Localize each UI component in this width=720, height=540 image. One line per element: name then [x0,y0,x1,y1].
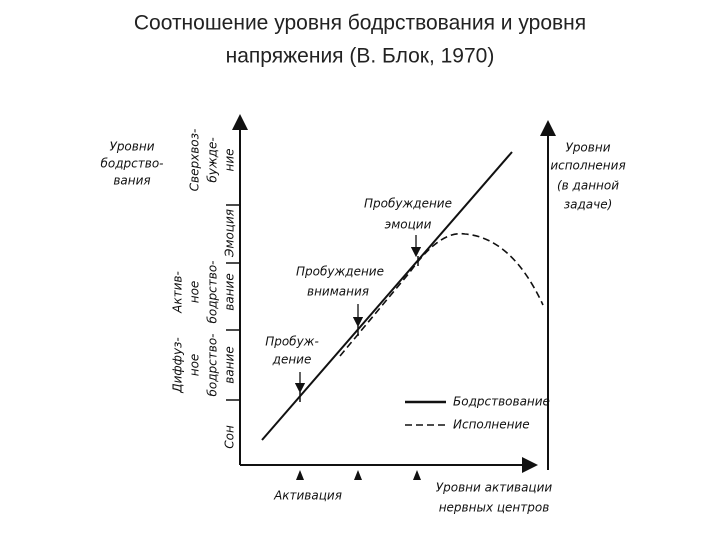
axis-label: бодрство- [101,157,164,171]
x-axis-label: Активация [273,489,342,503]
level-label: Актив- [171,271,185,314]
level-label: бодрство- [206,334,220,397]
axis-label: Уровни [110,140,155,154]
annotation: Пробуж- [265,335,319,349]
axis-label: (в данной [557,179,619,193]
title: Соотношение уровня бодрствования и уровн… [134,12,586,35]
axis-label: исполнения [550,159,625,173]
annotation-arrows [294,235,422,394]
axis-label: задаче) [564,198,613,212]
level-label: ное [188,354,202,377]
annotation: Пробуждение [296,265,384,279]
axis-label: вания [113,174,150,188]
level-label: Эмоция [223,209,237,258]
annotation: эмоции [385,218,432,232]
legend-label: Бодрствование [453,395,550,409]
curve-ticks [299,256,419,402]
x-markers [296,470,421,480]
title: напряжения (В. Блок, 1970) [226,45,495,68]
x-axis-title: Уровни активации [436,481,553,495]
axis-label: Уровни [566,141,611,155]
level-label: Сон [223,425,237,449]
x-axis-title: нервных центров [439,501,550,515]
performance-line [339,232,544,357]
level-label: вание [223,273,237,310]
level-label: ное [188,281,202,304]
level-dividers [226,204,240,401]
level-label: Сверхвоз- [188,129,202,192]
annotation: внимания [307,285,369,299]
legend-label: Исполнение [453,418,530,432]
level-label: бодрство- [206,261,220,324]
annotation: дение [272,353,312,367]
level-label: Диффуз- [171,337,185,394]
level-label: бужде- [206,137,220,182]
level-label: вание [223,346,237,383]
annotation: Пробуждение [364,197,452,211]
level-label: ние [223,148,237,171]
